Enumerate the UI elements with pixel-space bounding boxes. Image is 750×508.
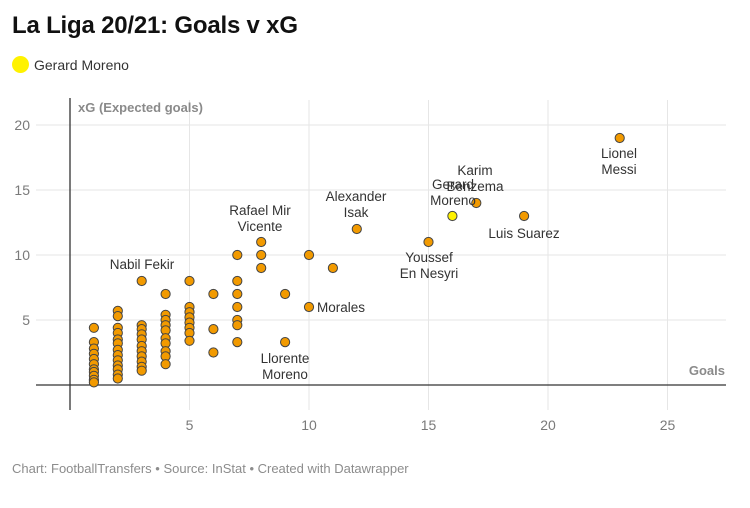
data-point[interactable] <box>303 301 315 313</box>
data-point[interactable] <box>88 377 100 388</box>
data-point[interactable] <box>423 236 434 248</box>
x-axis-title: Goals <box>689 363 725 378</box>
data-point[interactable] <box>88 322 100 333</box>
data-point[interactable] <box>232 337 243 348</box>
data-point[interactable] <box>136 365 147 376</box>
data-point[interactable] <box>327 262 338 274</box>
data-point[interactable] <box>256 249 267 261</box>
x-tick-label: 25 <box>660 417 676 433</box>
data-point[interactable] <box>160 288 171 300</box>
point-label: Llorente Moreno <box>261 351 310 382</box>
point-label: Morales <box>317 300 365 315</box>
point-label: Gerard Moreno <box>430 177 476 208</box>
data-point[interactable] <box>351 223 362 235</box>
point-label: Nabil Fekir <box>110 257 175 272</box>
data-point[interactable] <box>208 324 219 335</box>
legend-label: Gerard Moreno <box>34 56 129 73</box>
point-label: Rafael Mir Vicente <box>229 203 291 234</box>
chart-title: La Liga 20/21: Goals v xG <box>12 12 298 39</box>
data-point[interactable] <box>160 359 171 370</box>
data-point[interactable] <box>112 311 123 322</box>
data-point[interactable] <box>280 337 291 348</box>
data-point[interactable] <box>303 249 315 261</box>
x-tick-label: 20 <box>540 417 556 433</box>
y-tick-label: 5 <box>22 312 30 328</box>
data-point[interactable] <box>280 288 291 300</box>
point-label: Luis Suarez <box>488 226 560 241</box>
point-label: Alexander Isak <box>326 189 387 220</box>
data-point[interactable] <box>184 275 195 287</box>
data-point[interactable] <box>184 335 195 346</box>
data-point[interactable] <box>232 288 243 300</box>
data-point[interactable] <box>232 320 243 331</box>
data-point-highlight[interactable] <box>447 210 458 222</box>
y-tick-label: 10 <box>14 247 30 263</box>
data-point[interactable] <box>112 373 123 384</box>
data-point[interactable] <box>136 275 147 287</box>
data-point[interactable] <box>232 275 243 287</box>
y-axis-title: xG (Expected goals) <box>78 100 203 115</box>
point-label: Karim Benzema <box>446 163 504 194</box>
data-point[interactable] <box>232 249 243 261</box>
data-point[interactable] <box>471 197 482 209</box>
data-point[interactable] <box>208 347 219 358</box>
data-point[interactable] <box>256 262 267 274</box>
x-tick-label: 15 <box>421 417 437 433</box>
y-tick-label: 15 <box>14 182 30 198</box>
x-tick-label: 10 <box>301 417 317 433</box>
legend-dot-icon <box>12 56 29 73</box>
data-point[interactable] <box>614 132 625 144</box>
data-point[interactable] <box>232 301 243 313</box>
point-label: Lionel Messi <box>601 146 637 177</box>
chart-footer: Chart: FootballTransfers • Source: InSta… <box>12 461 409 476</box>
data-point[interactable] <box>208 288 219 300</box>
point-label: Youssef En Nesyri <box>400 250 459 281</box>
y-tick-label: 20 <box>14 117 30 133</box>
legend: Gerard Moreno <box>12 56 129 73</box>
data-point[interactable] <box>256 236 267 248</box>
data-point[interactable] <box>519 210 530 222</box>
x-tick-label: 5 <box>186 417 194 433</box>
